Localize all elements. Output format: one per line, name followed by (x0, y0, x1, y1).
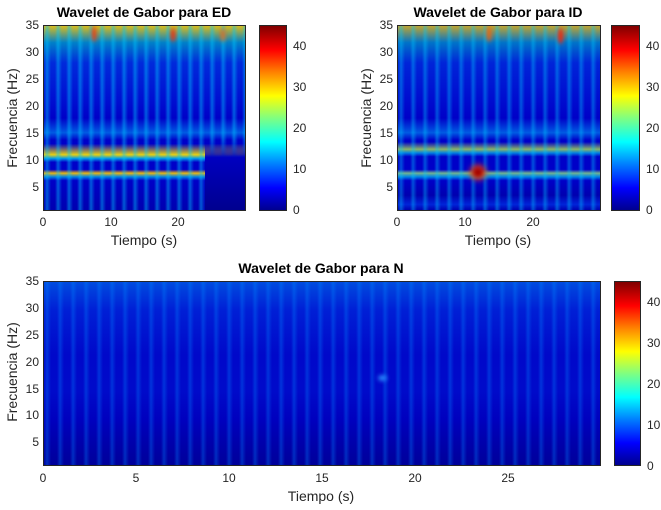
x-axis-label: Tiempo (s) (110, 232, 178, 248)
spectrogram-plot (43, 281, 601, 466)
x-axis-label: Tiempo (s) (464, 232, 532, 248)
y-axis-label: Frecuencia (Hz) (4, 68, 20, 168)
y-axis-label: Frecuencia (Hz) (4, 322, 20, 422)
chart-title: Wavelet de Gabor para ED (56, 4, 232, 20)
spectrogram-plot (397, 25, 601, 211)
chart-title: Wavelet de Gabor para ID (413, 4, 583, 20)
spectrogram-plot (43, 25, 246, 211)
y-axis-label: Frecuencia (Hz) (358, 68, 374, 168)
heatmap-mask (204, 140, 245, 210)
colorbar (259, 25, 287, 211)
colorbar (614, 281, 641, 466)
chart-title: Wavelet de Gabor para N (238, 260, 404, 276)
colorbar (611, 25, 640, 211)
peak-hotspot (472, 167, 483, 177)
x-axis-label: Tiempo (s) (287, 488, 355, 504)
heatmap-base (44, 282, 600, 465)
heatmap-base (398, 26, 600, 210)
